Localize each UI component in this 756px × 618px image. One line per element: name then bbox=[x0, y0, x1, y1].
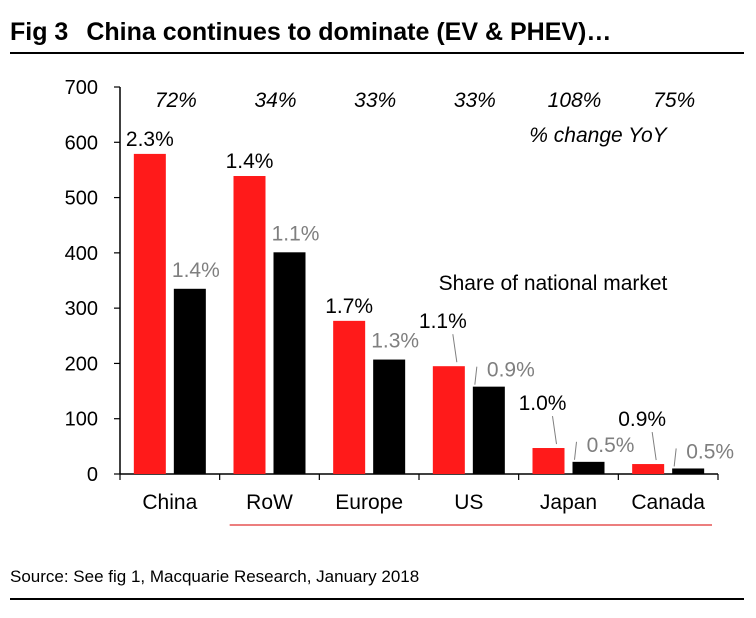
leader-line bbox=[552, 415, 557, 445]
yoy-caption: % change YoY bbox=[529, 124, 668, 147]
x-tick-label: RoW bbox=[246, 491, 293, 514]
bar-series1-canada bbox=[632, 464, 665, 474]
data-label-series2: 1.1% bbox=[272, 222, 320, 245]
data-label-series2: 1.4% bbox=[172, 259, 220, 282]
x-tick-label: Canada bbox=[631, 491, 705, 514]
bar-series2-row bbox=[273, 252, 306, 474]
figure-title-text: China continues to dominate (EV & PHEV)… bbox=[86, 18, 612, 46]
yoy-change-label: 34% bbox=[254, 89, 296, 112]
data-label-series1: 2.3% bbox=[126, 128, 174, 151]
bar-series2-japan bbox=[572, 461, 605, 474]
leader-line bbox=[574, 441, 577, 460]
x-tick-label: US bbox=[454, 491, 483, 514]
bar-series2-us bbox=[472, 386, 505, 474]
data-label-series1: 1.7% bbox=[325, 295, 373, 318]
data-label-series2: 0.5% bbox=[587, 434, 635, 457]
data-label-series1: 0.9% bbox=[618, 408, 666, 431]
y-tick-label: 300 bbox=[65, 298, 98, 320]
bar-series2-europe bbox=[373, 359, 406, 474]
data-label-series1: 1.1% bbox=[419, 310, 467, 333]
data-label-series1: 1.0% bbox=[519, 392, 567, 415]
source-note: Source: See fig 1, Macquarie Research, J… bbox=[10, 567, 420, 586]
x-tick-label: Japan bbox=[540, 491, 597, 514]
x-tick-label: Europe bbox=[335, 491, 403, 514]
y-tick-label: 500 bbox=[65, 188, 98, 210]
yoy-change-label: 33% bbox=[454, 89, 496, 112]
yoy-change-label: 33% bbox=[354, 89, 396, 112]
bar-series2-china bbox=[173, 288, 206, 474]
bar-series1-europe bbox=[333, 320, 366, 474]
yoy-change-label: 72% bbox=[155, 89, 197, 112]
figure-number: Fig 3 bbox=[10, 18, 69, 46]
data-label-series2: 0.5% bbox=[686, 440, 734, 463]
leader-line bbox=[474, 366, 478, 385]
y-tick-label: 100 bbox=[65, 409, 98, 431]
leader-line bbox=[452, 334, 458, 363]
y-tick-label: 700 bbox=[65, 77, 98, 99]
bar-series2-canada bbox=[672, 468, 705, 474]
share-caption: Share of national market bbox=[439, 272, 668, 295]
data-label-series1: 1.4% bbox=[226, 150, 274, 173]
bar-series1-china bbox=[133, 153, 166, 474]
y-tick-label: 600 bbox=[65, 132, 98, 154]
title-divider bbox=[10, 52, 744, 54]
bar-series1-row bbox=[233, 176, 266, 474]
x-tick-label: China bbox=[142, 491, 197, 514]
y-tick-label: 200 bbox=[65, 353, 98, 375]
bar-series1-japan bbox=[532, 448, 565, 474]
data-label-series2: 1.3% bbox=[371, 330, 419, 353]
bar-series1-us bbox=[432, 366, 465, 474]
figure-title: Fig 3 China continues to dominate (EV & P… bbox=[10, 18, 611, 47]
leader-line bbox=[673, 448, 677, 467]
leader-line bbox=[651, 431, 657, 461]
footer-divider bbox=[10, 598, 744, 600]
yoy-change-label: 108% bbox=[548, 89, 602, 112]
data-label-series2: 0.9% bbox=[487, 359, 535, 382]
bar-chart: 0 100 200 300 400 500 600 700 2.3% 1.4% China 72% 1.… bbox=[65, 77, 734, 526]
y-tick-label: 400 bbox=[65, 243, 98, 265]
yoy-change-label: 75% bbox=[653, 89, 695, 112]
y-tick-label: 0 bbox=[87, 464, 98, 486]
